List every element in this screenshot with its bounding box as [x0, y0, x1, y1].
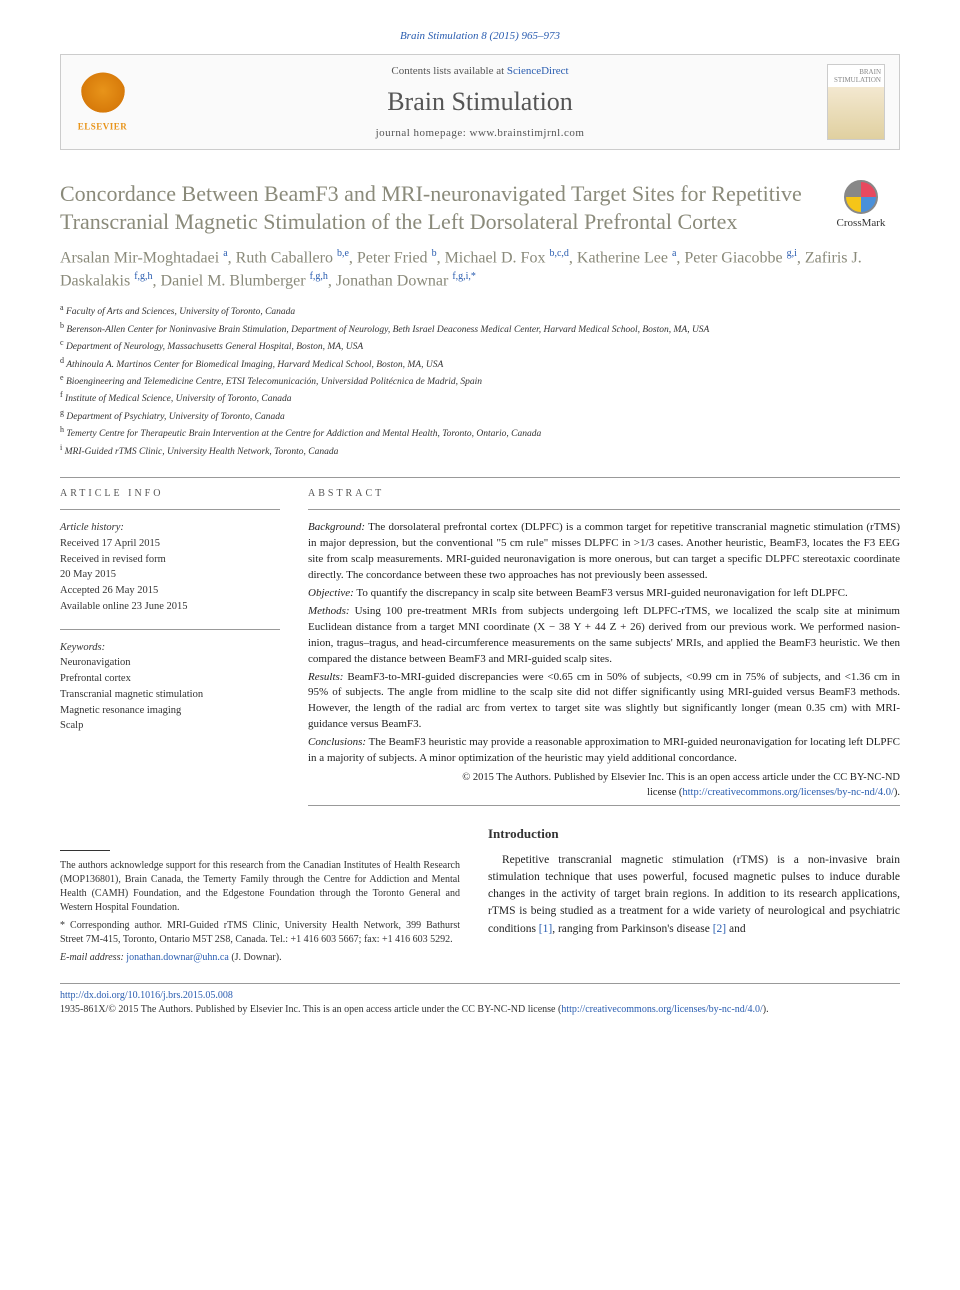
email-suffix: (J. Downar). [229, 952, 282, 963]
history-line: 20 May 2015 [60, 567, 280, 583]
contents-available-line: Contents lists available at ScienceDirec… [77, 65, 883, 77]
abstract-paragraph: Methods: Using 100 pre-treatment MRIs fr… [308, 604, 900, 668]
divider [60, 629, 280, 630]
abstract-paragraph: Background: The dorsolateral prefrontal … [308, 520, 900, 584]
elsevier-logo: ELSEVIER [75, 73, 130, 132]
elsevier-text: ELSEVIER [75, 122, 130, 132]
issn-line: 1935-861X/© 2015 The Authors. Published … [60, 1004, 561, 1015]
keyword-item: Transcranial magnetic stimulation [60, 687, 280, 703]
divider [308, 805, 900, 806]
elsevier-tree-icon [80, 73, 126, 119]
journal-homepage: journal homepage: www.brainstimjrnl.com [77, 127, 883, 139]
issn-suffix: ). [763, 1004, 769, 1015]
authors-list: Arsalan Mir-Moghtadaei a, Ruth Caballero… [60, 247, 900, 292]
footer-divider [60, 983, 900, 984]
crossmark-label: CrossMark [837, 217, 886, 229]
affiliation-line: a Faculty of Arts and Sciences, Universi… [60, 302, 900, 319]
crossmark-badge[interactable]: CrossMark [822, 180, 900, 229]
corresponding-author-footnote: * Corresponding author. MRI-Guided rTMS … [60, 919, 460, 947]
journal-cover-thumbnail: BRAIN STIMULATION [827, 64, 885, 140]
copyright-line2-suffix: ). [894, 787, 900, 798]
email-footnote: E-mail address: jonathan.downar@uhn.ca (… [60, 951, 460, 965]
introduction-head: Introduction [488, 826, 900, 842]
keyword-item: Neuronavigation [60, 655, 280, 671]
abstract-paragraph: Conclusions: The BeamF3 heuristic may pr… [308, 735, 900, 767]
keywords-block: Keywords: NeuronavigationPrefrontal cort… [60, 640, 280, 735]
footer-license-link[interactable]: http://creativecommons.org/licenses/by-n… [561, 1004, 762, 1015]
contents-prefix: Contents lists available at [391, 65, 506, 77]
affiliation-line: c Department of Neurology, Massachusetts… [60, 337, 900, 354]
history-line: Available online 23 June 2015 [60, 599, 280, 615]
abstract-body: Background: The dorsolateral prefrontal … [308, 520, 900, 767]
divider [60, 477, 900, 478]
crossmark-icon [844, 180, 878, 214]
divider [308, 509, 900, 510]
affiliation-line: b Berenson-Allen Center for Noninvasive … [60, 320, 900, 337]
footnotes-block: The authors acknowledge support for this… [60, 859, 460, 965]
affiliation-line: f Institute of Medical Science, Universi… [60, 389, 900, 406]
affiliation-line: e Bioengineering and Telemedicine Centre… [60, 372, 900, 389]
footer-doi-block: http://dx.doi.org/10.1016/j.brs.2015.05.… [60, 989, 900, 1017]
introduction-body: Repetitive transcranial magnetic stimula… [488, 852, 900, 938]
history-label: Article history: [60, 520, 280, 536]
affiliation-line: g Department of Psychiatry, University o… [60, 407, 900, 424]
keywords-label: Keywords: [60, 640, 280, 656]
history-line: Accepted 26 May 2015 [60, 583, 280, 599]
abstract-paragraph: Objective: To quantify the discrepancy i… [308, 586, 900, 602]
copyright-line2-prefix: license ( [647, 787, 682, 798]
license-link[interactable]: http://creativecommons.org/licenses/by-n… [682, 787, 894, 798]
article-history-block: Article history: Received 17 April 2015R… [60, 520, 280, 615]
copyright-line1: © 2015 The Authors. Published by Elsevie… [462, 772, 900, 783]
divider [60, 509, 280, 510]
history-line: Received 17 April 2015 [60, 536, 280, 552]
affiliations-list: a Faculty of Arts and Sciences, Universi… [60, 302, 900, 459]
footnote-rule [60, 850, 110, 851]
copyright-block: © 2015 The Authors. Published by Elsevie… [308, 771, 900, 800]
history-line: Received in revised form [60, 552, 280, 568]
sciencedirect-link[interactable]: ScienceDirect [507, 65, 569, 77]
article-title: Concordance Between BeamF3 and MRI-neuro… [60, 180, 802, 235]
acknowledgment-footnote: The authors acknowledge support for this… [60, 859, 460, 915]
header-citation: Brain Stimulation 8 (2015) 965–973 [60, 30, 900, 42]
doi-link[interactable]: http://dx.doi.org/10.1016/j.brs.2015.05.… [60, 990, 233, 1001]
affiliation-line: i MRI-Guided rTMS Clinic, University Hea… [60, 442, 900, 459]
affiliation-line: h Temerty Centre for Therapeutic Brain I… [60, 424, 900, 441]
homepage-url[interactable]: www.brainstimjrnl.com [470, 127, 585, 139]
journal-name: Brain Stimulation [77, 87, 883, 117]
article-info-head: ARTICLE INFO [60, 488, 280, 499]
homepage-label: journal homepage: [376, 127, 470, 139]
abstract-paragraph: Results: BeamF3-to-MRI-guided discrepanc… [308, 670, 900, 734]
keyword-item: Scalp [60, 718, 280, 734]
email-label: E-mail address: [60, 952, 126, 963]
email-link[interactable]: jonathan.downar@uhn.ca [126, 952, 229, 963]
affiliation-line: d Athinoula A. Martinos Center for Biome… [60, 355, 900, 372]
journal-header-box: ELSEVIER BRAIN STIMULATION Contents list… [60, 54, 900, 150]
keyword-item: Prefrontal cortex [60, 671, 280, 687]
abstract-head: ABSTRACT [308, 488, 900, 499]
keyword-item: Magnetic resonance imaging [60, 703, 280, 719]
